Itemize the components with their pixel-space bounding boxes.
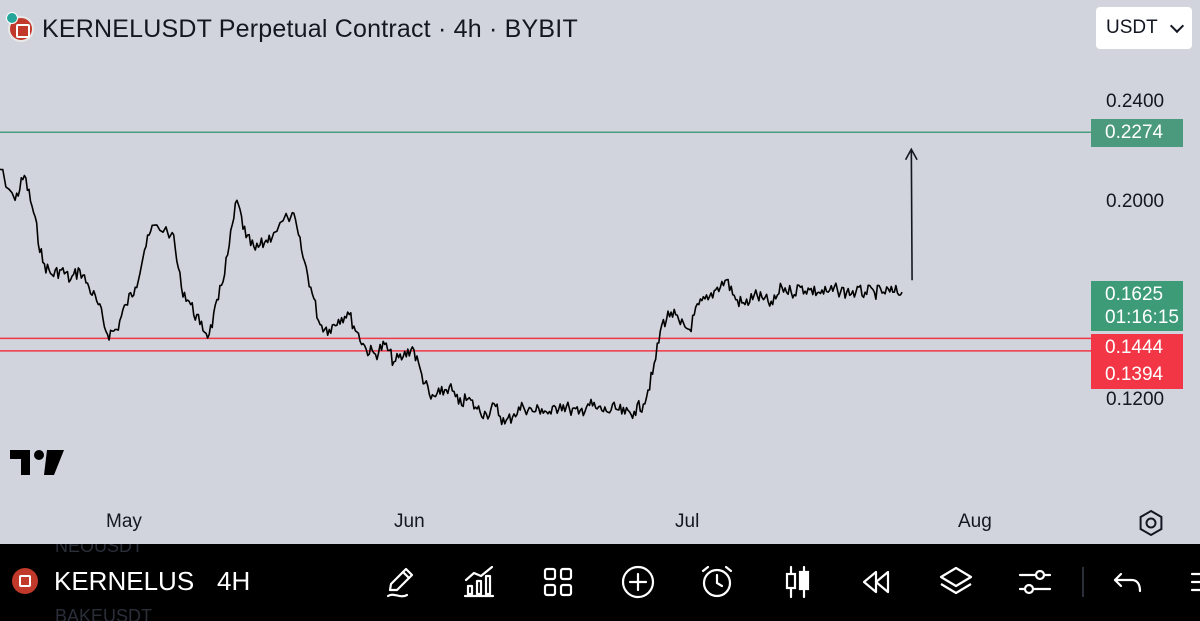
layers-icon — [939, 566, 973, 595]
toolbar-divider — [1082, 567, 1084, 597]
projection-arrow[interactable] — [910, 149, 913, 281]
support-upper-value: 0.1444 — [1105, 336, 1164, 358]
bar-countdown: 01:16:15 — [1105, 307, 1179, 328]
bottom-toolbar: NEOUSDT BAKEUSDT — [0, 544, 1200, 621]
tradingview-logo-icon — [10, 450, 64, 475]
price-series-line — [0, 168, 903, 426]
support-lower-price-tag[interactable]: 0.1394 — [1091, 361, 1183, 389]
grid-icon — [543, 567, 573, 597]
support-lower-value: 0.1394 — [1105, 364, 1164, 385]
replay-button[interactable] — [856, 562, 896, 602]
last-price-tag[interactable]: 0.1625 01:16:15 — [1091, 281, 1183, 331]
indicators-icon — [463, 565, 495, 598]
plus-circle-icon — [621, 565, 655, 599]
chart-type-button[interactable] — [777, 562, 817, 602]
alert-button[interactable] — [697, 562, 737, 602]
chart-title: KERNELUSDT Perpetual Contract · 4h · BYB… — [42, 14, 578, 43]
chart-title-bar[interactable]: KERNELUSDT Perpetual Contract · 4h · BYB… — [6, 12, 578, 44]
currency-value: USDT — [1106, 17, 1158, 38]
drawing-tool-button[interactable] — [380, 562, 420, 602]
support-upper-price-tag[interactable]: 0.1444 — [1091, 334, 1183, 361]
symbol-button[interactable]: KERNELUS — [54, 566, 195, 596]
redo-button[interactable] — [1172, 562, 1200, 602]
candles-icon — [785, 565, 810, 599]
pencil-icon — [386, 567, 414, 598]
y-tick-label: 0.2400 — [1106, 91, 1165, 112]
timeframe-button[interactable]: 4H — [217, 566, 251, 596]
chart-area[interactable]: KERNELUSDT Perpetual Contract · 4h · BYB… — [0, 0, 1200, 544]
ghost-symbol-above: NEOUSDT — [55, 544, 144, 556]
add-button[interactable] — [618, 562, 658, 602]
x-tick-label: Jul — [675, 511, 700, 532]
currency-select[interactable]: USDT — [1096, 7, 1192, 49]
price-chart[interactable] — [0, 0, 1200, 544]
ghost-symbol-below: BAKEUSDT — [55, 606, 153, 621]
resistance-price-value: 0.2274 — [1105, 122, 1164, 143]
layers-button[interactable] — [936, 562, 976, 602]
chevron-down-icon — [1169, 18, 1185, 33]
chart-settings-icon[interactable] — [1136, 508, 1166, 538]
y-tick-label: 0.2000 — [1106, 191, 1165, 212]
last-price-value: 0.1625 — [1105, 284, 1164, 305]
resistance-price-tag[interactable]: 0.2274 — [1091, 119, 1183, 147]
y-tick-label: 0.1200 — [1106, 389, 1165, 410]
x-tick-label: Aug — [958, 511, 992, 532]
x-tick-label: May — [106, 511, 142, 532]
redo-icon — [1190, 572, 1200, 592]
settings-sliders-button[interactable] — [1015, 562, 1055, 602]
sliders-icon — [1018, 569, 1052, 595]
kernel-symbol-icon — [12, 568, 38, 594]
kernel-logo-icon — [6, 12, 34, 42]
undo-button[interactable] — [1108, 562, 1148, 602]
layout-grid-button[interactable] — [538, 562, 578, 602]
replay-icon — [862, 570, 890, 594]
undo-icon — [1113, 572, 1142, 593]
alarm-icon — [701, 565, 733, 598]
indicators-button[interactable] — [459, 562, 499, 602]
projection-arrow-head — [904, 147, 918, 161]
x-tick-label: Jun — [394, 511, 425, 532]
